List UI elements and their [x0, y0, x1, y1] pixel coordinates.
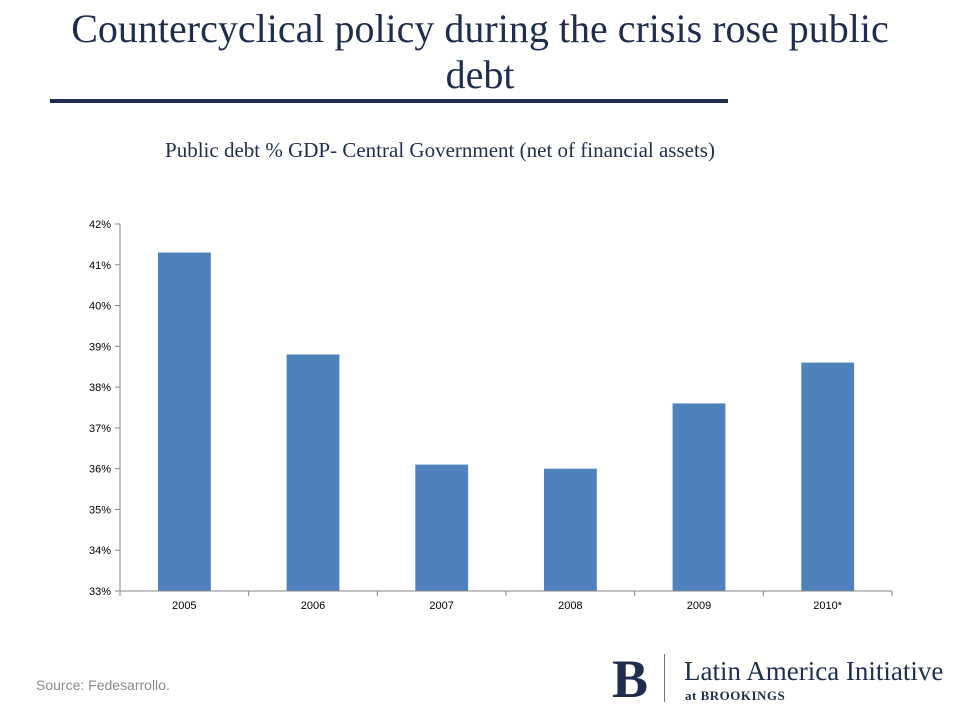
y-tick-label: 40%: [89, 301, 111, 313]
brookings-logo: B Latin America Initiative at BROOKINGS: [608, 650, 948, 710]
bars-group: [158, 253, 854, 592]
bar-2009: [673, 403, 726, 591]
y-tick-label: 33%: [89, 586, 111, 598]
y-tick-label: 41%: [89, 260, 111, 272]
x-tick-label: 2007: [429, 600, 453, 612]
logo-subtitle: at BROOKINGS: [685, 688, 785, 704]
x-tick-label: 2010*: [813, 600, 842, 612]
bar-chart: 33% 34% 35% 36% 37% 38% 39% 40% 41% 42% 2005 2006 20…: [0, 0, 960, 720]
y-tick-label: 37%: [89, 423, 111, 435]
x-tick-label: 2009: [687, 600, 711, 612]
y-tick-label: 34%: [89, 545, 111, 557]
logo-mark: B: [612, 650, 648, 708]
y-tick-label: 35%: [89, 504, 111, 516]
bar-2006: [287, 355, 340, 592]
logo-name: Latin America Initiative: [684, 656, 943, 686]
bar-2005: [158, 253, 211, 592]
bar-2007: [415, 465, 468, 591]
bar-2008: [544, 469, 597, 591]
y-tick-label: 38%: [89, 382, 111, 394]
y-tick-label: 39%: [89, 341, 111, 353]
x-tick-label: 2005: [172, 600, 196, 612]
source-note: Source: Fedesarrollo.: [36, 677, 170, 693]
axes-group: [115, 224, 892, 596]
x-tick-label: 2006: [301, 600, 325, 612]
x-tick-label: 2008: [558, 600, 582, 612]
bar-2010: [801, 363, 854, 591]
logo-divider: [664, 654, 665, 702]
y-tick-label: 42%: [89, 219, 111, 231]
y-tick-label: 36%: [89, 464, 111, 476]
